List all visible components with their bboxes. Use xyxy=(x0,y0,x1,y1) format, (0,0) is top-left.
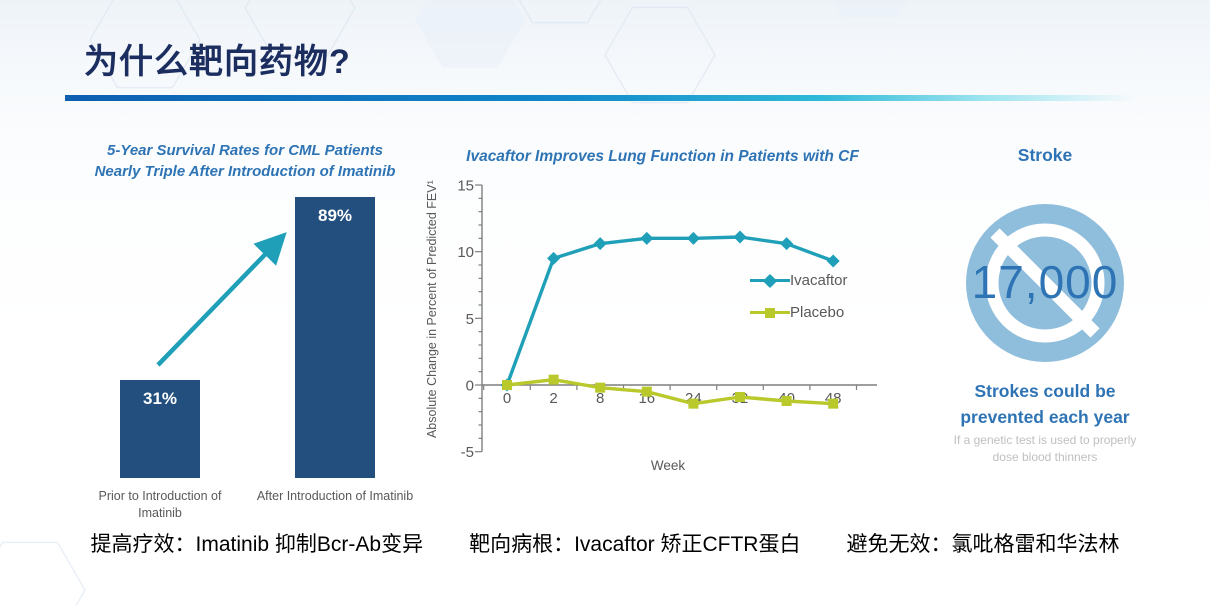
legend-marker-square xyxy=(765,307,775,318)
legend-item-placebo: Placebo xyxy=(750,304,848,321)
bar-value-label: 89% xyxy=(317,206,353,225)
bar-after-imatinib: 89% xyxy=(295,197,375,478)
footer-item-root-cause: 靶向病根：Ivacaftor 矫正CFTR蛋白 xyxy=(469,533,801,556)
x-tick-label: 0 xyxy=(503,390,511,407)
data-point-marker xyxy=(593,237,607,251)
bar-chart-title-line2: Nearly Triple After Introduction of Imat… xyxy=(94,163,396,180)
data-point-marker xyxy=(686,231,700,245)
bar-category-label-prior: Prior to Introduction of Imatinib xyxy=(98,489,222,520)
data-point-marker xyxy=(688,398,699,409)
bar-prior-imatinib: 31% xyxy=(120,380,200,478)
legend-swatch xyxy=(750,307,790,318)
data-point-marker xyxy=(502,380,512,390)
bar-chart-title-line1: 5-Year Survival Rates for CML Patients xyxy=(107,142,383,159)
data-point-marker xyxy=(733,230,747,244)
legend-swatch xyxy=(750,273,790,288)
stroke-note-line1: If a genetic test is used to properly xyxy=(953,433,1137,447)
series-line-placebo xyxy=(506,377,834,406)
data-point-marker xyxy=(640,231,654,245)
bar-chart-title: 5-Year Survival Rates for CML Patients N… xyxy=(60,140,430,182)
y-axis-label: Absolute Change in Percent of Predicted … xyxy=(424,180,439,439)
data-point-marker xyxy=(735,391,745,402)
bar-value-label: 31% xyxy=(142,389,178,408)
stroke-note: If a genetic test is used to properly do… xyxy=(930,432,1160,467)
footer-item-efficacy: 提高疗效：Imatinib 抑制Bcr-Ab变异 xyxy=(90,533,424,556)
y-tick-label: 15 xyxy=(457,178,474,195)
legend-label: Placebo xyxy=(790,304,845,321)
data-point-marker xyxy=(641,386,652,397)
bar-plot-area: 31% 89% xyxy=(60,197,430,478)
x-tick-label: 2 xyxy=(549,390,557,407)
data-point-marker xyxy=(781,395,792,406)
data-point-marker xyxy=(828,398,839,409)
series-line-ivacaftor xyxy=(505,235,834,386)
title-underline xyxy=(65,95,1145,101)
no-symbol-icon xyxy=(966,204,1124,362)
bar-category-label-after: After Introduction of Imatinib xyxy=(256,489,414,503)
ivacaftor-line-chart: Ivacaftor Improves Lung Function in Pati… xyxy=(415,148,910,483)
legend-label: Ivacaftor xyxy=(790,272,848,289)
y-tick-label: 10 xyxy=(457,244,474,261)
increase-arrow-icon xyxy=(156,232,287,367)
stroke-heading: Stroke xyxy=(1017,145,1073,165)
data-point-marker xyxy=(595,382,606,393)
legend-item-ivacaftor: Ivacaftor xyxy=(750,272,848,289)
stroke-message-line1: Strokes could be xyxy=(974,381,1116,401)
data-point-marker xyxy=(547,251,561,265)
chart-legend: Ivacaftor Placebo xyxy=(750,272,848,336)
footer-takeaways: 提高疗效：Imatinib 抑制Bcr-Ab变异 靶向病根：Ivacaftor … xyxy=(0,528,1210,558)
y-tick-label: 0 xyxy=(466,378,474,395)
x-axis-label: Week xyxy=(651,458,686,473)
stroke-message-line2: prevented each year xyxy=(960,407,1130,428)
stroke-note-line2: dose blood thinners xyxy=(992,450,1098,465)
stroke-count: 17,000 xyxy=(971,256,1119,308)
data-point-marker xyxy=(826,254,840,268)
y-tick-label: -5 xyxy=(461,444,474,461)
page-title: 为什么靶向药物? xyxy=(84,43,351,81)
stroke-infographic: Stroke 17,000 Strokes could be prevented… xyxy=(930,145,1160,485)
footer-item-avoid-ineffective: 避免无效：氯吡格雷和华法林 xyxy=(846,533,1120,556)
stroke-message: Strokes could be prevented each year xyxy=(930,378,1160,431)
data-point-marker xyxy=(548,374,559,385)
x-tick-label: 8 xyxy=(596,390,604,407)
y-tick-label: 5 xyxy=(466,311,474,328)
line-chart-title: Ivacaftor Improves Lung Function in Pati… xyxy=(466,148,859,165)
cml-bar-chart: 5-Year Survival Rates for CML Patients N… xyxy=(60,140,430,540)
legend-marker-diamond xyxy=(762,273,778,288)
data-point-marker xyxy=(780,237,794,251)
